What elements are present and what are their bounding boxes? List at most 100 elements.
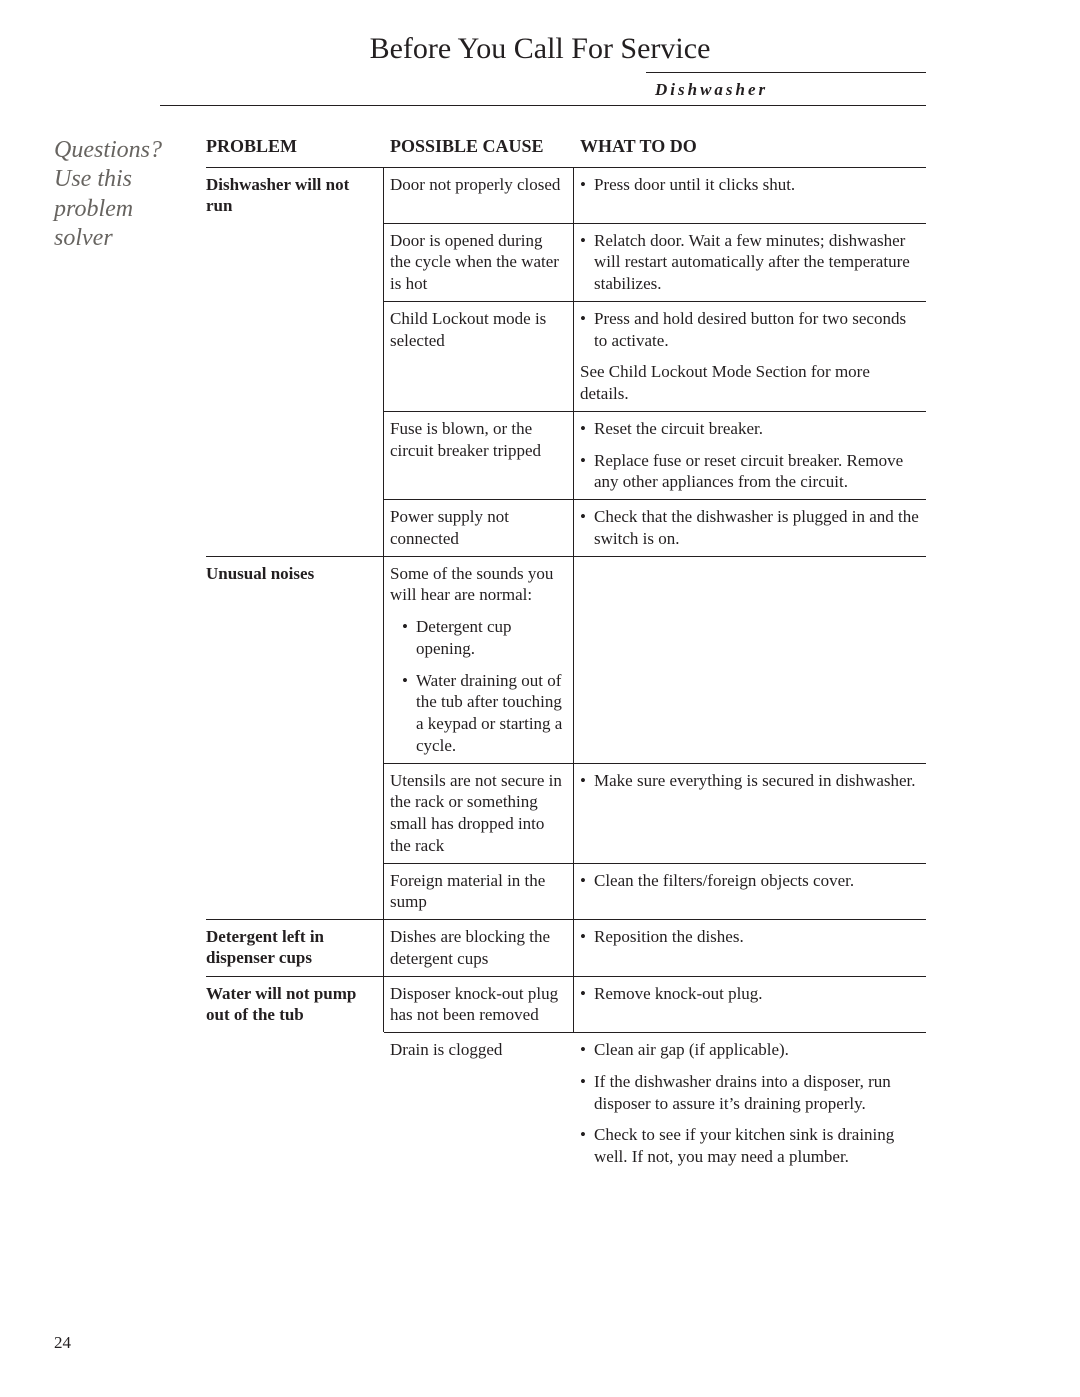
troubleshooting-table: PROBLEM POSSIBLE CAUSE WHAT TO DO Dishwa… bbox=[206, 136, 926, 1174]
problem-cell bbox=[206, 763, 384, 863]
margin-note-line: Use this bbox=[54, 165, 184, 194]
todo-text: Reposition the dishes. bbox=[594, 926, 744, 948]
divider-main bbox=[160, 105, 926, 106]
problem-group: Water will not pump out of the tub Dispos… bbox=[206, 976, 926, 1174]
todo-item: •Check to see if your kitchen sink is dr… bbox=[580, 1114, 920, 1168]
bullet-icon: • bbox=[580, 230, 594, 295]
cause-text: Drain is clogged bbox=[390, 1039, 568, 1061]
bullet-icon: • bbox=[580, 418, 594, 440]
margin-note-line: solver bbox=[54, 224, 184, 253]
bullet-icon: • bbox=[580, 1039, 594, 1061]
page-number: 24 bbox=[54, 1333, 71, 1353]
todo-item: •Make sure everything is secured in dish… bbox=[580, 770, 920, 792]
bullet-icon: • bbox=[580, 1124, 594, 1168]
margin-note-line: Questions? bbox=[54, 136, 184, 165]
table-row: Dishwasher will not run Door not properly… bbox=[206, 168, 926, 223]
bullet-icon: • bbox=[580, 506, 594, 550]
todo-cell: •Clean air gap (if applicable).•If the d… bbox=[574, 1032, 926, 1174]
cause-text: Child Lockout mode is selected bbox=[390, 308, 567, 352]
cause-cell: Door not properly closed bbox=[384, 168, 574, 223]
problem-cell: Detergent left in dispenser cups bbox=[206, 920, 384, 976]
bullet-icon: • bbox=[580, 870, 594, 892]
problem-group: Unusual noises Some of the sounds you wil… bbox=[206, 556, 926, 920]
todo-cell: •Press and hold desired button for two s… bbox=[574, 301, 926, 411]
problem-label: Water will not pump out of the tub bbox=[206, 977, 373, 1032]
todo-cell bbox=[574, 557, 926, 763]
todo-extra-text: See Child Lockout Mode Section for more … bbox=[580, 351, 920, 405]
bullet-icon: • bbox=[580, 770, 594, 792]
bullet-icon: • bbox=[580, 450, 594, 494]
table-row: Detergent left in dispenser cups Dishes a… bbox=[206, 920, 926, 976]
cause-cell: Disposer knock-out plug has not been rem… bbox=[384, 977, 574, 1033]
todo-item: •Press door until it clicks shut. bbox=[580, 174, 920, 196]
todo-cell: •Check that the dishwasher is plugged in… bbox=[574, 499, 926, 556]
todo-item: •If the dishwasher drains into a dispose… bbox=[580, 1061, 920, 1115]
subhead-dishwasher: Dishwasher bbox=[655, 80, 768, 100]
table-row: Water will not pump out of the tub Dispos… bbox=[206, 977, 926, 1033]
todo-cell: •Make sure everything is secured in dish… bbox=[574, 763, 926, 863]
cause-cell: Drain is clogged bbox=[384, 1032, 574, 1174]
cause-text: Utensils are not secure in the rack or s… bbox=[390, 770, 567, 857]
cause-cell: Fuse is blown, or the circuit breaker tr… bbox=[384, 411, 574, 499]
bullet-icon: • bbox=[580, 1071, 594, 1115]
table-row: Unusual noises Some of the sounds you wil… bbox=[206, 557, 926, 763]
divider-top-right bbox=[646, 72, 926, 73]
problem-cell bbox=[206, 223, 384, 301]
cause-text: Fuse is blown, or the circuit breaker tr… bbox=[390, 418, 567, 462]
cause-cell: Utensils are not secure in the rack or s… bbox=[384, 763, 574, 863]
page-title: Before You Call For Service bbox=[160, 32, 920, 66]
problem-group: Detergent left in dispenser cups Dishes a… bbox=[206, 919, 926, 976]
col-header-cause: POSSIBLE CAUSE bbox=[384, 136, 574, 157]
table-row: Door is opened during the cycle when the… bbox=[206, 223, 926, 301]
todo-cell: •Clean the filters/foreign objects cover… bbox=[574, 863, 926, 920]
bullet-icon: • bbox=[580, 308, 594, 352]
todo-text: Make sure everything is secured in dishw… bbox=[594, 770, 916, 792]
cause-text: Disposer knock-out plug has not been rem… bbox=[390, 983, 567, 1027]
cause-text: Some of the sounds you will hear are nor… bbox=[390, 563, 567, 607]
todo-cell: •Relatch door. Wait a few minutes; dishw… bbox=[574, 223, 926, 301]
cause-list-item: •Detergent cup opening. bbox=[390, 606, 567, 660]
problem-cell bbox=[206, 863, 384, 920]
cause-text: Door is opened during the cycle when the… bbox=[390, 230, 567, 295]
table-row: Child Lockout mode is selected •Press and… bbox=[206, 301, 926, 411]
problem-label: Unusual noises bbox=[206, 557, 373, 590]
todo-text: Check to see if your kitchen sink is dra… bbox=[594, 1124, 920, 1168]
cause-cell: Dishes are blocking the detergent cups bbox=[384, 920, 574, 976]
table-row: Utensils are not secure in the rack or s… bbox=[206, 763, 926, 863]
bullet-icon: • bbox=[580, 174, 594, 196]
cause-list-item: •Water draining out of the tub after tou… bbox=[390, 660, 567, 757]
todo-text: Reset the circuit breaker. bbox=[594, 418, 763, 440]
problem-cell bbox=[206, 411, 384, 499]
problem-label: Detergent left in dispenser cups bbox=[206, 920, 373, 975]
todo-text: Clean air gap (if applicable). bbox=[594, 1039, 789, 1061]
todo-item: •Relatch door. Wait a few minutes; dishw… bbox=[580, 230, 920, 295]
problem-cell: Dishwasher will not run bbox=[206, 168, 384, 223]
todo-item: •Reset the circuit breaker. bbox=[580, 418, 920, 440]
todo-text: Press and hold desired button for two se… bbox=[594, 308, 920, 352]
todo-text: Check that the dishwasher is plugged in … bbox=[594, 506, 920, 550]
problem-label: Dishwasher will not run bbox=[206, 168, 373, 223]
cause-text: Power supply not connected bbox=[390, 506, 567, 550]
todo-cell: •Remove knock-out plug. bbox=[574, 977, 926, 1033]
col-header-problem: PROBLEM bbox=[206, 136, 384, 157]
cause-text: Foreign material in the sump bbox=[390, 870, 567, 914]
todo-item: •Clean the filters/foreign objects cover… bbox=[580, 870, 920, 892]
todo-item: •Press and hold desired button for two s… bbox=[580, 308, 920, 352]
margin-note-line: problem bbox=[54, 195, 184, 224]
todo-text: Clean the filters/foreign objects cover. bbox=[594, 870, 854, 892]
problem-cell bbox=[206, 499, 384, 556]
cause-cell: Power supply not connected bbox=[384, 499, 574, 556]
table-row: Foreign material in the sump •Clean the f… bbox=[206, 863, 926, 920]
cause-text: Door not properly closed bbox=[390, 174, 567, 196]
table-row: Power supply not connected•Check that th… bbox=[206, 499, 926, 556]
bullet-icon: • bbox=[580, 983, 594, 1005]
problem-group: Dishwasher will not run Door not properly… bbox=[206, 167, 926, 556]
todo-cell: •Reposition the dishes. bbox=[574, 920, 926, 976]
table-header-row: PROBLEM POSSIBLE CAUSE WHAT TO DO bbox=[206, 136, 926, 167]
todo-item: •Reposition the dishes. bbox=[580, 926, 920, 948]
problem-cell bbox=[206, 301, 384, 411]
todo-item: •Remove knock-out plug. bbox=[580, 983, 920, 1005]
bullet-icon: • bbox=[402, 616, 416, 660]
todo-text: Press door until it clicks shut. bbox=[594, 174, 795, 196]
cause-text: Dishes are blocking the detergent cups bbox=[390, 926, 567, 970]
